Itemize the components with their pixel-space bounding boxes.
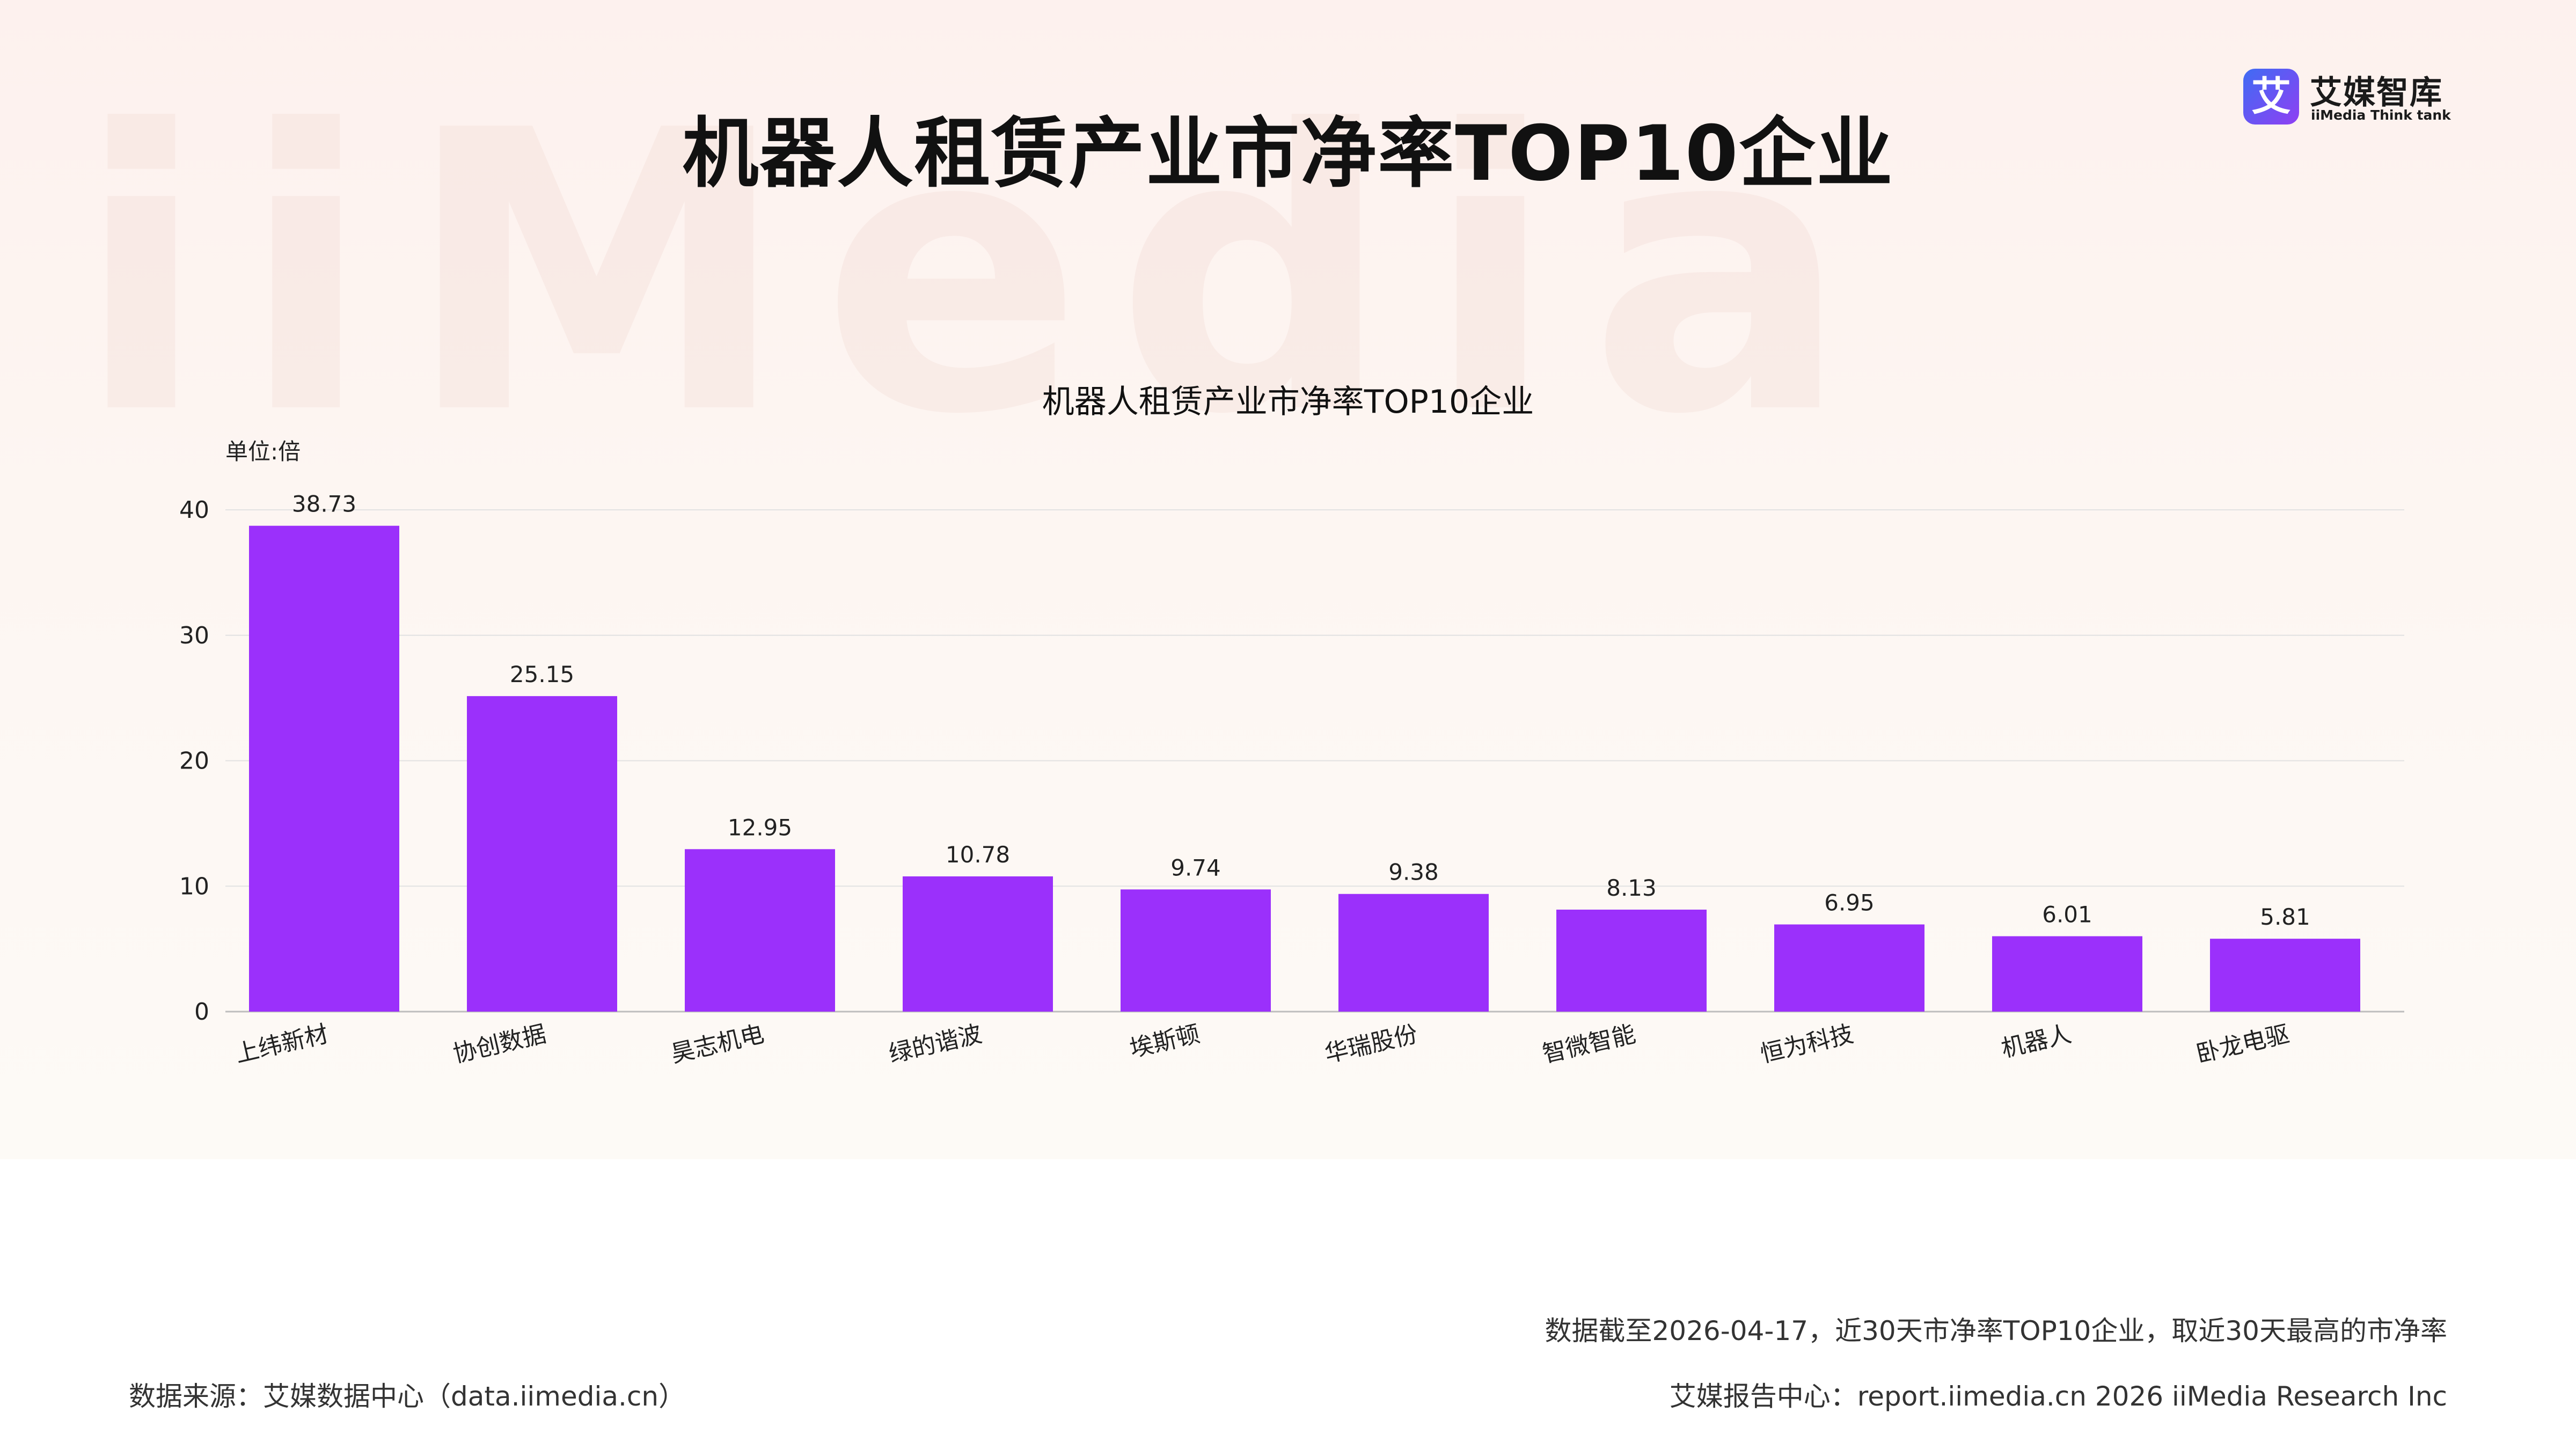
brand-logo: 艾 艾媒智库 iiMedia Think tank — [2243, 69, 2469, 128]
category-label: 卧龙电驱 — [2194, 1020, 2292, 1068]
y-tick-labels: 0 10 20 30 40 — [179, 496, 209, 1026]
category-label: 华瑞股份 — [1322, 1020, 1421, 1068]
bar-chart: 0 10 20 30 40 38.73 25.15 12.95 10.78 9.74 9.38 8.… — [179, 491, 2404, 1068]
y-tick-label: 0 — [194, 998, 209, 1026]
category-label: 智微智能 — [1540, 1020, 1638, 1068]
category-labels: 上纬新材 协创数据 昊志机电 绿的谐波 埃斯顿 华瑞股份 智微智能 恒为科技 机器人 卧龙电驱 — [233, 1020, 2292, 1068]
value-label: 6.01 — [2042, 902, 2092, 928]
logo-name-en: iiMedia Think tank — [2311, 107, 2451, 123]
y-tick-label: 20 — [179, 748, 209, 775]
bar — [1338, 894, 1489, 1012]
category-label: 昊志机电 — [669, 1020, 767, 1068]
logo-badge-icon: 艾 — [2243, 69, 2299, 125]
bar — [1556, 909, 1707, 1012]
category-label: 绿的谐波 — [887, 1020, 985, 1068]
report-center-link[interactable]: 艾媒报告中心：report.iimedia.cn 2026 iiMedia Re… — [1669, 1381, 2447, 1412]
value-labels: 38.73 25.15 12.95 10.78 9.74 9.38 8.13 6.95 6.01… — [292, 491, 2310, 931]
bars — [249, 525, 2360, 1012]
y-tick-label: 10 — [179, 873, 209, 900]
y-tick-label: 40 — [179, 496, 209, 524]
page-title: 机器人租赁产业市净率TOP10企业 — [682, 109, 1894, 198]
value-label: 9.74 — [1170, 854, 1221, 881]
value-label: 25.15 — [510, 661, 574, 687]
bar — [903, 876, 1053, 1012]
y-tick-label: 30 — [179, 622, 209, 649]
bar — [2210, 939, 2360, 1012]
watermark: iiMedia — [75, 49, 1882, 499]
value-label: 12.95 — [728, 814, 792, 840]
data-source: 数据来源：艾媒数据中心（data.iimedia.cn） — [129, 1381, 686, 1412]
bar — [685, 849, 835, 1012]
chart-title: 机器人租赁产业市净率TOP10企业 — [1042, 383, 1534, 421]
bar — [1121, 889, 1271, 1012]
background-band — [0, 0, 2576, 1159]
bar — [467, 696, 617, 1012]
category-label: 机器人 — [1999, 1020, 2074, 1063]
unit-label: 单位:倍 — [225, 438, 301, 465]
value-label: 5.81 — [2260, 904, 2310, 930]
bar — [1992, 936, 2142, 1012]
logo-name-cn: 艾媒智库 — [2310, 74, 2443, 112]
value-label: 9.38 — [1388, 859, 1439, 885]
bar — [249, 525, 399, 1012]
value-label: 10.78 — [946, 841, 1010, 868]
category-label: 协创数据 — [451, 1020, 549, 1068]
category-label: 恒为科技 — [1758, 1020, 1856, 1068]
category-label: 上纬新材 — [233, 1020, 331, 1068]
bar — [1774, 924, 1924, 1012]
data-note: 数据截至2026-04-17，近30天市净率TOP10企业，取近30天最高的市净… — [1545, 1315, 2448, 1346]
value-label: 8.13 — [1606, 875, 1657, 901]
value-label: 6.95 — [1824, 890, 1875, 916]
category-label: 埃斯顿 — [1127, 1020, 1202, 1063]
value-label: 38.73 — [292, 491, 356, 517]
